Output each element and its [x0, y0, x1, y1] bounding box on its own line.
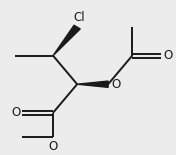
Polygon shape [77, 81, 108, 87]
Text: O: O [48, 140, 58, 153]
Text: O: O [163, 49, 172, 62]
Text: O: O [11, 106, 20, 119]
Polygon shape [53, 25, 80, 56]
Text: Cl: Cl [73, 11, 85, 24]
Text: O: O [112, 78, 121, 91]
